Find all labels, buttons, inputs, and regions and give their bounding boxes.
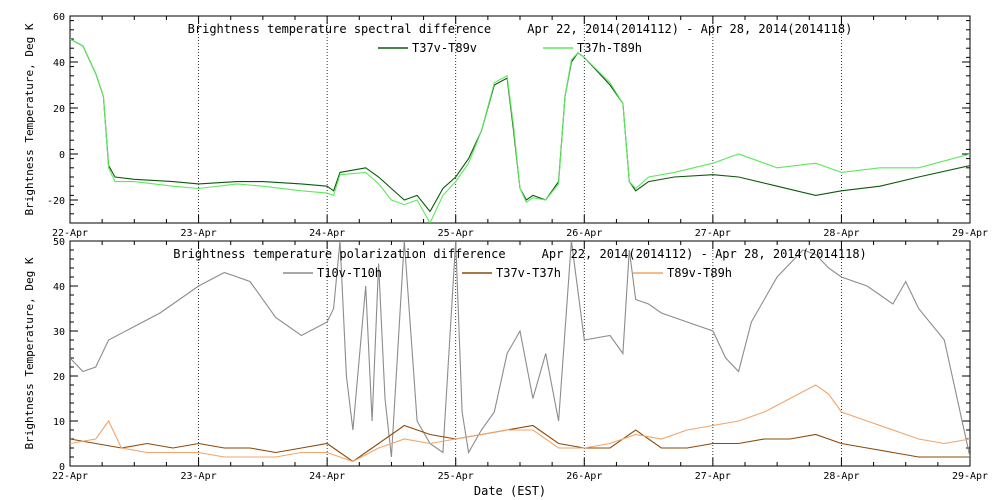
- y-axis-label: Brightness Temperature, Deg K: [23, 23, 36, 215]
- legend-label: T37h-T89h: [577, 41, 642, 55]
- series-line-T10v-T10h: [70, 241, 970, 458]
- x-tick-label: 29-Apr: [952, 228, 988, 239]
- y-tick-label: 40: [53, 58, 65, 69]
- series-line-T37v-T89v: [70, 38, 970, 213]
- legend-label: T37v-T37h: [496, 266, 561, 280]
- x-tick-label: 28-Apr: [823, 471, 859, 482]
- legend-label: T37v-T89v: [412, 41, 477, 55]
- x-tick-label: 23-Apr: [181, 471, 217, 482]
- x-tick-label: 24-Apr: [309, 471, 345, 482]
- y-tick-label: 0: [59, 150, 65, 161]
- spectral-difference-panel: 22-Apr 23-Apr 24-Apr 25-Apr 26-Apr 27-Apr 28-A…: [23, 12, 988, 239]
- x-tick-label: 26-Apr: [566, 471, 602, 482]
- y-tick-label: 40: [53, 282, 65, 293]
- x-tick-label: 27-Apr: [695, 228, 731, 239]
- legend-label: T10v-T10h: [317, 266, 382, 280]
- x-tick-label: 27-Apr: [695, 471, 731, 482]
- y-tick-label: 30: [53, 327, 65, 338]
- y-tick-label: 60: [53, 12, 65, 23]
- series-line-T89v-T89h: [70, 384, 970, 463]
- y-tick-label: 50: [53, 237, 65, 248]
- polarization-difference-panel: 22-Apr 23-Apr 24-Apr 25-Apr 26-Apr 27-Apr 28-A…: [23, 237, 988, 482]
- chart-title: Brightness temperature spectral differen…: [188, 22, 853, 36]
- x-tick-label: 29-Apr: [952, 471, 988, 482]
- chart-title: Brightness temperature polarization diff…: [173, 247, 867, 261]
- series-line-T37v-T37h: [70, 424, 970, 463]
- x-tick-label: 28-Apr: [823, 228, 859, 239]
- x-tick-label: 23-Apr: [181, 228, 217, 239]
- y-tick-label: 20: [53, 372, 65, 383]
- legend-label: T89v-T89h: [667, 266, 732, 280]
- x-tick-label: 22-Apr: [52, 228, 88, 239]
- x-tick-label: 22-Apr: [52, 471, 88, 482]
- x-tick-label: 24-Apr: [309, 228, 345, 239]
- x-tick-label: 25-Apr: [438, 471, 474, 482]
- x-axis-label: Date (EST): [474, 484, 546, 498]
- y-tick-label: 0: [59, 462, 65, 473]
- y-tick-label: 10: [53, 417, 65, 428]
- y-tick-label: -20: [47, 196, 65, 207]
- x-tick-label: 26-Apr: [566, 228, 602, 239]
- y-tick-label: 20: [53, 104, 65, 115]
- series-line-T37h-T89h: [70, 38, 970, 223]
- y-axis-label: Brightness Temperature, Deg K: [23, 257, 36, 449]
- x-tick-label: 25-Apr: [438, 228, 474, 239]
